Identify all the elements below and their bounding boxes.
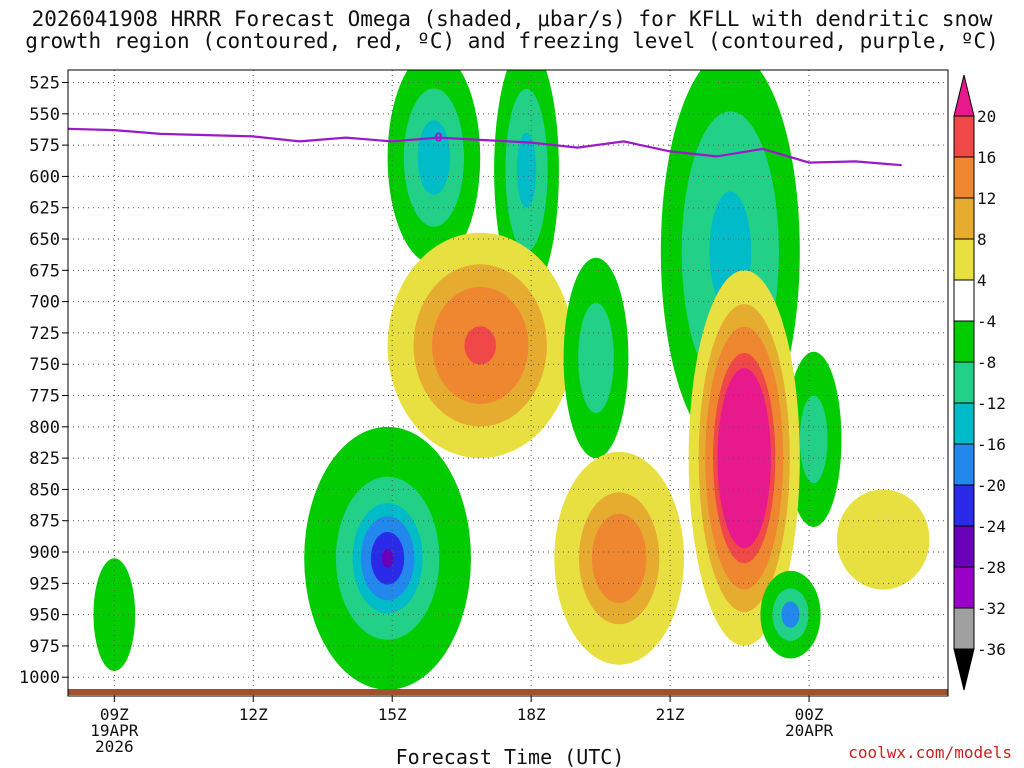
y-tick-label-950: 950	[29, 606, 60, 626]
colorbar-swatch-11	[953, 197, 975, 240]
colorbar-label--32: -32	[977, 599, 1006, 618]
y-tick-label-600: 600	[29, 167, 60, 187]
plot-frame	[67, 69, 949, 697]
y-tick-label-575: 575	[29, 136, 60, 156]
freezing-level-label: 0	[434, 131, 442, 145]
chart-title: 2026041908 HRRR Forecast Omega (shaded, …	[0, 8, 1024, 52]
x-tick-label-09Z-1: 19APR	[90, 721, 139, 740]
y-tick-label-925: 925	[29, 574, 60, 594]
colorbar-swatch-5	[953, 443, 975, 486]
y-tick-label-900: 900	[29, 543, 60, 563]
y-tick-label-975: 975	[29, 637, 60, 657]
x-tick-label-12Z-0: 12Z	[239, 705, 268, 724]
colorbar: 20 16 12 8 4 -4 -8 -12 -16 -20 -24 -28 -32 -36	[953, 74, 1006, 691]
y-tick-label-525: 525	[29, 74, 60, 94]
colorbar-swatch-13	[953, 115, 975, 158]
x-tick-label-00Z-1: 20APR	[785, 721, 834, 740]
x-tick-label-09Z-0: 09Z	[100, 705, 129, 724]
y-tick-label-775: 775	[29, 387, 60, 407]
omega-region-K-level-0	[93, 558, 136, 671]
colorbar-label--28: -28	[977, 558, 1006, 577]
colorbar-label-8: 8	[977, 230, 987, 249]
x-tick-label-09Z-2: 2026	[95, 737, 134, 756]
chart-title-line-1: 2026041908 HRRR Forecast Omega (shaded, …	[31, 7, 993, 31]
terrain-strip	[68, 689, 948, 695]
colorbar-swatch-8	[953, 320, 975, 363]
y-tick-label-800: 800	[29, 418, 60, 438]
colorbar-label--36: -36	[977, 640, 1006, 659]
colorbar-label--20: -20	[977, 476, 1006, 495]
grid-lines	[68, 70, 948, 696]
colorbar-label-16: 16	[977, 148, 996, 167]
omega-region-L-level-0	[836, 489, 930, 590]
y-axis: 525 550 575 600 625 650 675 700 725 750 775 800 825 8…	[19, 74, 68, 688]
freezing-level-line	[68, 127, 902, 167]
y-tick-label-625: 625	[29, 199, 60, 219]
freezing-level-contour: 0	[68, 127, 902, 167]
terrain-bar	[68, 689, 948, 695]
colorbar-label--4: -4	[977, 312, 996, 331]
omega-region-J-level-2	[781, 601, 800, 628]
colorbar-swatch-9	[953, 279, 975, 322]
y-tick-label-875: 875	[29, 512, 60, 532]
colorbar-swatch-3	[953, 525, 975, 568]
colorbar-swatch-6	[953, 402, 975, 445]
y-tick-label-650: 650	[29, 230, 60, 250]
omega-region-H-level-5	[381, 549, 394, 568]
y-tick-label-825: 825	[29, 449, 60, 469]
chart-title-line-2: growth region (contoured, red, ºC) and f…	[25, 29, 999, 53]
x-tick-label-21Z-0: 21Z	[656, 705, 685, 724]
y-tick-label-725: 725	[29, 324, 60, 344]
colorbar-label-12: 12	[977, 189, 996, 208]
y-tick-label-750: 750	[29, 355, 60, 375]
omega-region-C-level-3	[464, 326, 496, 365]
omega-region-G-level-4	[717, 367, 771, 549]
omega-shading	[93, 70, 930, 690]
colorbar-swatch-7	[953, 361, 975, 404]
x-tick-label-15Z-0: 15Z	[378, 705, 407, 724]
omega-region-D-level-1	[578, 302, 614, 414]
omega-region-F-level-1	[799, 395, 828, 484]
colorbar-label--24: -24	[977, 517, 1006, 536]
x-axis-title: Forecast Time (UTC)	[396, 745, 625, 768]
colorbar-swatch-14	[953, 74, 975, 117]
colorbar-swatch-12	[953, 156, 975, 199]
y-tick-label-1000: 1000	[19, 668, 60, 688]
colorbar-label-20: 20	[977, 107, 996, 126]
credit-text: coolwx.com/models	[848, 743, 1012, 762]
omega-region-B-level-2	[516, 132, 537, 208]
omega-region-I-level-2	[591, 513, 647, 603]
x-tick-label-00Z-0: 00Z	[795, 705, 824, 724]
y-tick-label-700: 700	[29, 293, 60, 313]
colorbar-swatch-10	[953, 238, 975, 281]
colorbar-swatch-2	[953, 566, 975, 609]
colorbar-label--8: -8	[977, 353, 996, 372]
colorbar-swatch-4	[953, 484, 975, 527]
colorbar-label--16: -16	[977, 435, 1006, 454]
y-tick-label-675: 675	[29, 261, 60, 281]
y-tick-label-850: 850	[29, 480, 60, 500]
colorbar-label--12: -12	[977, 394, 1006, 413]
colorbar-label-4: 4	[977, 271, 987, 290]
colorbar-swatch-0	[953, 648, 975, 691]
x-tick-label-18Z-0: 18Z	[517, 705, 546, 724]
colorbar-swatch-1	[953, 607, 975, 650]
y-tick-label-550: 550	[29, 105, 60, 125]
